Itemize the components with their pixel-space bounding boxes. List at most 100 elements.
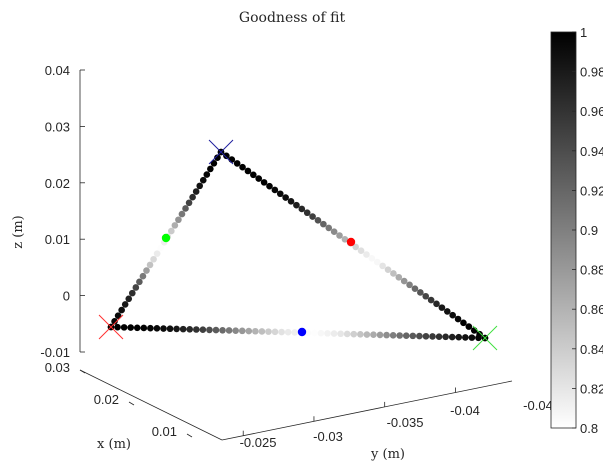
fit-point [438, 304, 446, 311]
chart-title: Goodness of fit [239, 10, 346, 26]
fit-point [171, 222, 179, 229]
fit-point [143, 267, 150, 274]
fit-point [341, 236, 349, 243]
fit-point [250, 171, 257, 179]
y-tick-label: -0.025 [240, 435, 277, 450]
fit-point [120, 324, 128, 331]
fit-point [266, 182, 273, 190]
colorbar-tick-label: 1 [580, 25, 587, 40]
fit-point [265, 328, 272, 335]
fit-point [132, 284, 140, 291]
fit-point [435, 333, 443, 340]
fit-point [363, 251, 370, 258]
edge-points [107, 148, 489, 342]
x-tick-mark [79, 369, 86, 374]
x-tick-mark [128, 401, 135, 406]
fit-point [363, 331, 371, 338]
z-axis-ticks: -0.01 0 0.01 0.02 0.03 0.04 [40, 63, 85, 360]
fit-point [368, 254, 376, 262]
x-tick-label: 0.01 [152, 424, 177, 439]
fit-point [417, 289, 424, 296]
fit-point [298, 205, 306, 213]
colorbar-tick-label: 0.96 [580, 104, 603, 119]
fit-point [127, 324, 134, 331]
fit-point [199, 326, 207, 334]
fit-point [422, 292, 430, 300]
midpoint-marker-top-left [161, 233, 171, 243]
fit-point [276, 190, 284, 198]
x-axis-label: x (m) [97, 437, 131, 452]
fit-point [433, 300, 440, 308]
fit-point [379, 262, 386, 270]
fit-point [157, 244, 164, 252]
fit-point [291, 329, 299, 336]
colorbar-gradient [550, 31, 577, 429]
fit-point [304, 329, 312, 337]
vertex-markers [98, 139, 498, 351]
fit-point [210, 159, 218, 167]
fit-point [454, 315, 462, 323]
fit-point [179, 325, 187, 333]
vertex-marker-left [98, 314, 124, 340]
fit-point [337, 330, 344, 338]
fit-point [178, 210, 186, 218]
fit-point [140, 324, 148, 332]
fit-point [114, 323, 121, 331]
fit-point [150, 255, 157, 263]
fit-point [238, 327, 246, 335]
x-tick-label: 0.03 [45, 360, 70, 375]
fit-point [147, 324, 154, 332]
fit-point [475, 334, 482, 342]
fit-point [228, 156, 236, 163]
fit-point [303, 209, 311, 217]
fit-point [311, 329, 318, 337]
colorbar: 1 0.98 0.96 0.94 0.92 0.9 0.88 0.86 0.84 0.82 0.8 [550, 25, 603, 436]
fit-point [317, 329, 325, 337]
fit-point [212, 326, 220, 334]
fit-point [462, 334, 469, 341]
fit-point [182, 205, 189, 212]
fit-point [260, 179, 268, 186]
fit-point [258, 328, 266, 335]
y-tick-label: -0.04 [450, 403, 480, 418]
colorbar-ticks: 1 0.98 0.96 0.94 0.92 0.9 0.88 0.86 0.84 0.82 0.8 [572, 25, 603, 436]
fit-point [325, 224, 333, 232]
fit-point [376, 331, 384, 339]
fit-point [233, 160, 241, 167]
fit-point [309, 213, 316, 220]
fit-point [196, 182, 204, 190]
fit-point [384, 266, 392, 273]
fit-point [271, 328, 279, 336]
y-tick-label: -0.04 [523, 398, 553, 413]
z-axis: -0.01 0 0.01 0.02 0.03 0.04 z (m) [11, 63, 85, 360]
fit-point [396, 332, 404, 339]
fit-point [121, 301, 129, 308]
fit-point [255, 175, 263, 182]
vertex-marker-right [472, 325, 498, 351]
fit-point [343, 330, 351, 338]
z-tick-label: 0.04 [45, 63, 70, 78]
fit-point [293, 201, 300, 209]
z-axis-label: z (m) [11, 215, 26, 248]
fit-point [287, 198, 295, 205]
fit-point [390, 270, 397, 277]
z-tick-label: 0.02 [45, 176, 70, 191]
fit-point [125, 295, 133, 303]
fit-point [139, 272, 147, 280]
fit-point [223, 152, 230, 160]
z-tick-label: -0.01 [40, 345, 70, 360]
fit-point [389, 331, 397, 339]
fit-point [168, 227, 175, 235]
x-axis-line [79, 369, 223, 441]
fit-point [442, 333, 449, 341]
fit-point [455, 333, 463, 341]
fit-point [314, 217, 322, 224]
fit-point [203, 171, 211, 178]
fit-point [284, 328, 292, 336]
fit-point [282, 194, 289, 201]
x-axis-ticks: 0.03 0.02 0.01 [45, 360, 193, 439]
x-tick-mark [186, 433, 193, 438]
fit-point [136, 278, 143, 286]
x-axis: 0.03 0.02 0.01 x (m) [45, 360, 223, 452]
